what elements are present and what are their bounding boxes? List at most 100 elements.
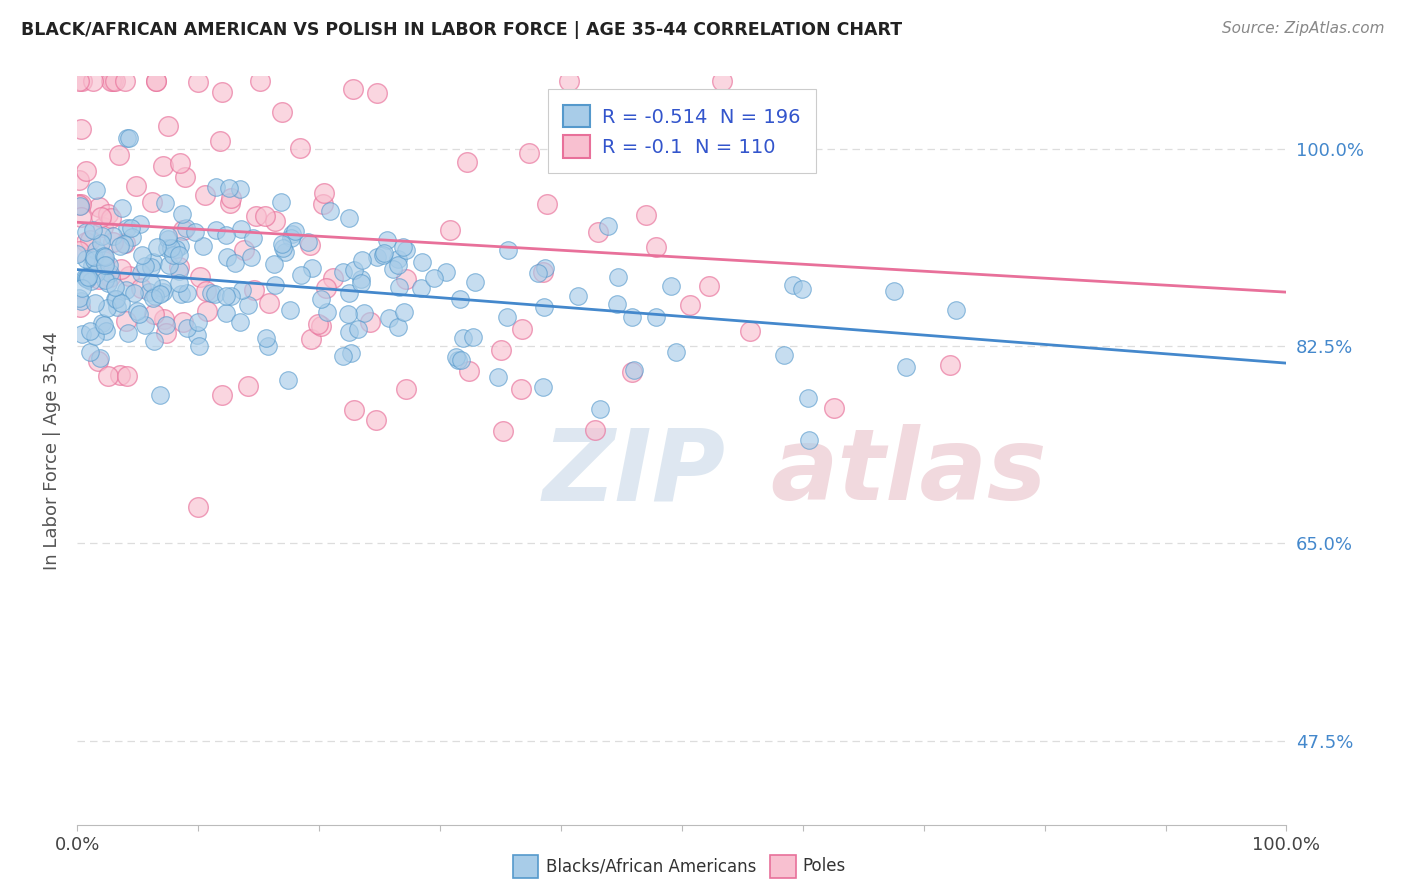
Point: [121, 230, 143, 244]
Point: [162, 248, 184, 262]
Point: [263, 256, 285, 270]
Point: [245, 209, 267, 223]
Point: [738, 324, 761, 338]
Point: [169, 248, 191, 262]
Point: [315, 281, 337, 295]
Point: [79, 233, 101, 247]
Point: [167, 276, 190, 290]
Point: [387, 258, 409, 272]
Point: [143, 334, 166, 348]
Point: [145, 74, 167, 88]
Point: [94, 325, 117, 339]
Point: [387, 319, 409, 334]
Point: [382, 262, 405, 277]
Point: [124, 286, 146, 301]
Point: [131, 248, 153, 262]
Point: [229, 182, 252, 196]
Point: [157, 228, 180, 243]
Point: [165, 242, 187, 256]
Point: [256, 339, 278, 353]
Point: [129, 267, 152, 281]
Point: [75, 163, 97, 178]
Point: [176, 320, 198, 334]
Point: [101, 229, 124, 244]
Point: [97, 369, 120, 384]
Point: [94, 258, 117, 272]
Point: [322, 271, 344, 285]
Point: [377, 234, 399, 248]
Point: [536, 196, 558, 211]
Point: [80, 258, 103, 272]
Point: [274, 244, 297, 259]
Point: [278, 302, 301, 317]
Point: [93, 249, 115, 263]
Point: [91, 228, 114, 243]
Point: [447, 353, 470, 368]
Point: [75, 252, 97, 266]
Point: [395, 382, 418, 396]
Point: [139, 276, 162, 290]
Point: [461, 330, 484, 344]
Point: [118, 130, 141, 145]
Point: [79, 345, 101, 359]
Point: [76, 272, 98, 286]
Point: [191, 239, 214, 253]
Point: [169, 156, 191, 170]
Point: [605, 297, 627, 311]
Point: [104, 74, 127, 88]
Point: [93, 318, 115, 333]
Point: [271, 105, 294, 120]
Point: [90, 236, 112, 251]
Point: [67, 173, 90, 187]
Point: [69, 211, 91, 225]
Point: [634, 208, 657, 222]
Point: [364, 413, 387, 427]
Point: [114, 74, 136, 88]
Point: [492, 425, 515, 439]
Point: [142, 255, 165, 269]
Point: [332, 265, 354, 279]
Point: [167, 263, 190, 277]
Point: [69, 121, 91, 136]
Point: [105, 300, 128, 314]
Point: [169, 238, 191, 252]
Point: [290, 140, 312, 154]
Point: [157, 258, 180, 272]
Point: [205, 180, 228, 194]
Point: [319, 204, 342, 219]
Point: [215, 289, 238, 303]
Point: [373, 248, 395, 262]
Point: [93, 253, 115, 268]
Point: [298, 238, 321, 252]
Point: [103, 74, 125, 88]
Point: [97, 277, 120, 291]
Point: [373, 245, 395, 260]
Point: [242, 231, 264, 245]
Point: [945, 302, 967, 317]
Point: [153, 312, 176, 326]
Point: [621, 310, 644, 325]
Point: [717, 92, 740, 106]
Point: [174, 221, 197, 235]
Point: [243, 283, 266, 297]
Point: [150, 281, 173, 295]
Point: [66, 247, 89, 261]
Point: [83, 252, 105, 267]
Point: [187, 315, 209, 329]
Point: [342, 82, 364, 96]
Point: [215, 306, 238, 320]
Point: [104, 293, 127, 307]
Point: [100, 211, 122, 225]
Point: [89, 272, 111, 286]
Point: [378, 311, 401, 326]
Point: [176, 285, 198, 300]
Point: [70, 293, 93, 308]
Point: [110, 261, 132, 276]
Point: [312, 197, 335, 211]
Point: [204, 287, 226, 301]
Point: [104, 292, 127, 306]
Point: [229, 222, 252, 236]
Point: [134, 259, 156, 273]
Text: Poles: Poles: [803, 857, 846, 875]
Point: [80, 273, 103, 287]
